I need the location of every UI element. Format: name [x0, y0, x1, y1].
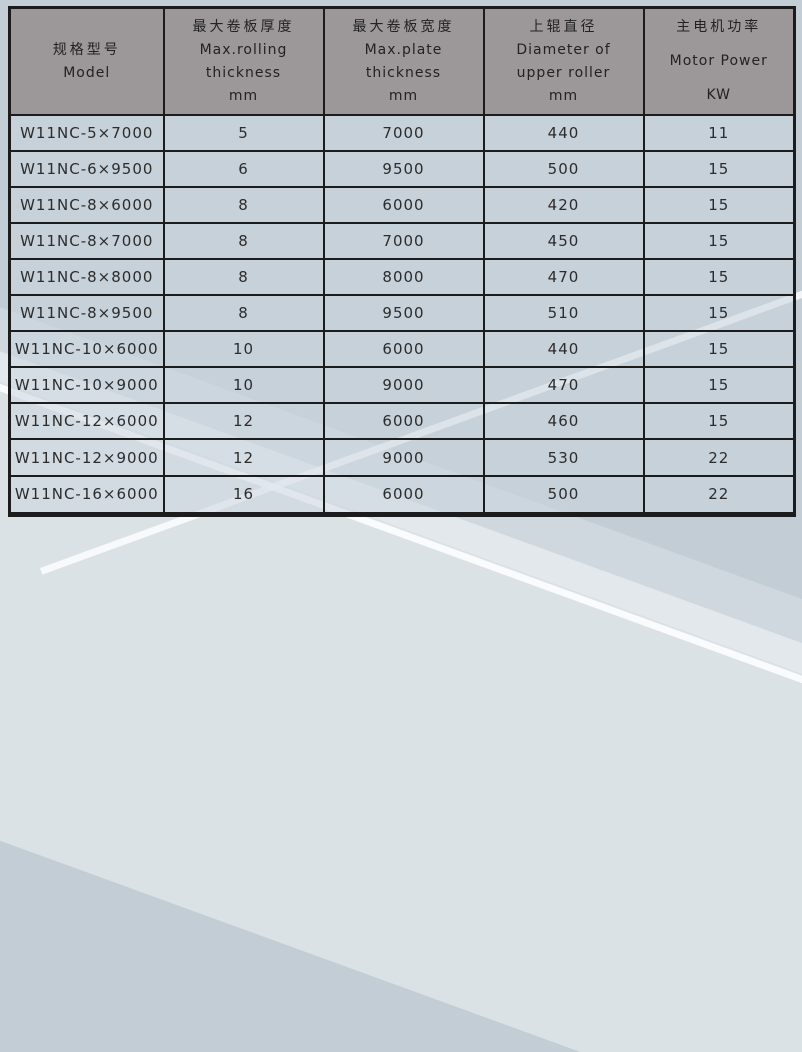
header-unit: mm [388, 87, 419, 104]
table-row: W11NC-8×8000 8 8000 470 15 [8, 257, 796, 297]
value-cell: 22 [642, 474, 796, 516]
model-cell: W11NC-10×6000 [8, 330, 165, 369]
value-cell: 22 [642, 438, 796, 477]
model-cell: W11NC-12×9000 [8, 438, 165, 477]
header-line: Max.rolling [199, 41, 288, 58]
header-line: thickness [365, 64, 442, 81]
model-cell: W11NC-8×7000 [8, 221, 165, 260]
spec-table-body: W11NC-5×7000 5 7000 440 11 W11NC-6×9500 6 9500 5… [8, 113, 796, 516]
value-cell: 530 [482, 438, 645, 477]
header-line: upper roller [516, 64, 611, 81]
value-cell: 15 [642, 366, 796, 405]
table-row: W11NC-12×9000 12 9000 530 22 [8, 438, 796, 477]
value-cell: 10 [162, 366, 325, 405]
value-cell: 10 [162, 330, 325, 369]
spec-table: 规格型号 Model 最大卷板厚度 Max.rolling thickness … [8, 6, 796, 517]
header-line: Motor Power [669, 53, 768, 70]
spec-table-header: 规格型号 Model 最大卷板厚度 Max.rolling thickness … [8, 6, 796, 116]
header-line: 最大卷板宽度 [352, 18, 455, 35]
table-row: W11NC-10×6000 10 6000 440 15 [8, 330, 796, 369]
header-line: 主电机功率 [676, 19, 762, 36]
value-cell: 7000 [322, 113, 485, 152]
model-cell: W11NC-8×6000 [8, 185, 165, 224]
header-line: Diameter of [516, 41, 611, 58]
model-cell: W11NC-10×9000 [8, 366, 165, 405]
model-cell: W11NC-12×6000 [8, 402, 165, 441]
table-row: W11NC-10×9000 10 9000 470 15 [8, 366, 796, 405]
value-cell: 8 [162, 221, 325, 260]
value-cell: 9000 [322, 438, 485, 477]
table-row: W11NC-8×9500 8 9500 510 15 [8, 294, 796, 333]
value-cell: 12 [162, 438, 325, 477]
value-cell: 440 [482, 330, 645, 369]
value-cell: 8 [162, 294, 325, 333]
table-row: W11NC-5×7000 5 7000 440 11 [8, 113, 796, 152]
value-cell: 500 [482, 149, 645, 188]
model-cell: W11NC-16×6000 [8, 474, 165, 516]
value-cell: 15 [642, 185, 796, 224]
value-cell: 11 [642, 113, 796, 152]
value-cell: 8 [162, 185, 325, 224]
header-line: Model [63, 64, 111, 81]
model-cell: W11NC-5×7000 [8, 113, 165, 152]
header-row: 规格型号 Model 最大卷板厚度 Max.rolling thickness … [8, 6, 796, 116]
table-row: W11NC-8×7000 8 7000 450 15 [8, 221, 796, 260]
column-header-model: 规格型号 Model [8, 6, 165, 116]
value-cell: 6000 [322, 474, 485, 516]
value-cell: 15 [642, 330, 796, 369]
value-cell: 15 [642, 149, 796, 188]
table-row: W11NC-12×6000 12 6000 460 15 [8, 402, 796, 441]
value-cell: 6000 [322, 402, 485, 441]
value-cell: 8000 [322, 257, 485, 297]
value-cell: 15 [642, 294, 796, 333]
header-unit: KW [706, 87, 732, 104]
value-cell: 6 [162, 149, 325, 188]
value-cell: 12 [162, 402, 325, 441]
header-line: 规格型号 [52, 41, 121, 58]
model-cell: W11NC-8×8000 [8, 257, 165, 297]
value-cell: 500 [482, 474, 645, 516]
column-header-max-plate-width: 最大卷板宽度 Max.plate thickness mm [322, 6, 485, 116]
header-line: Max.plate [364, 41, 443, 58]
column-header-max-rolling-thickness: 最大卷板厚度 Max.rolling thickness mm [162, 6, 325, 116]
value-cell: 9500 [322, 294, 485, 333]
value-cell: 5 [162, 113, 325, 152]
table-row: W11NC-8×6000 8 6000 420 15 [8, 185, 796, 224]
value-cell: 9500 [322, 149, 485, 188]
column-header-upper-roller-diameter: 上辊直径 Diameter of upper roller mm [482, 6, 645, 116]
header-unit: mm [548, 87, 579, 104]
header-line: thickness [205, 64, 282, 81]
value-cell: 9000 [322, 366, 485, 405]
value-cell: 460 [482, 402, 645, 441]
header-line: 最大卷板厚度 [192, 18, 295, 35]
value-cell: 470 [482, 257, 645, 297]
value-cell: 15 [642, 221, 796, 260]
value-cell: 16 [162, 474, 325, 516]
value-cell: 6000 [322, 330, 485, 369]
value-cell: 15 [642, 402, 796, 441]
value-cell: 7000 [322, 221, 485, 260]
table-row: W11NC-6×9500 6 9500 500 15 [8, 149, 796, 188]
model-cell: W11NC-6×9500 [8, 149, 165, 188]
column-header-motor-power: 主电机功率 Motor Power KW [642, 6, 796, 116]
value-cell: 420 [482, 185, 645, 224]
header-unit: mm [228, 87, 259, 104]
model-cell: W11NC-8×9500 [8, 294, 165, 333]
value-cell: 6000 [322, 185, 485, 224]
value-cell: 470 [482, 366, 645, 405]
value-cell: 440 [482, 113, 645, 152]
value-cell: 8 [162, 257, 325, 297]
table-row: W11NC-16×6000 16 6000 500 22 [8, 474, 796, 516]
value-cell: 15 [642, 257, 796, 297]
value-cell: 510 [482, 294, 645, 333]
header-line: 上辊直径 [529, 18, 598, 35]
value-cell: 450 [482, 221, 645, 260]
